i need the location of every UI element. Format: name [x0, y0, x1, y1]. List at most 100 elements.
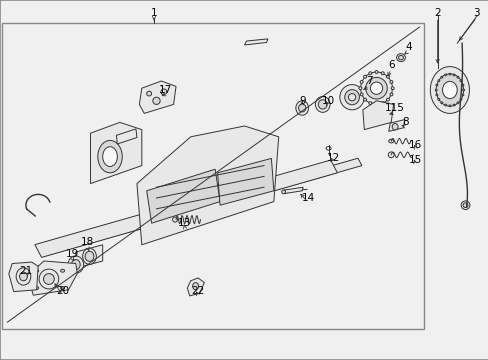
Polygon shape	[137, 126, 278, 245]
Ellipse shape	[39, 269, 59, 289]
Text: 13: 13	[178, 218, 191, 228]
Ellipse shape	[98, 140, 122, 173]
Ellipse shape	[61, 269, 64, 272]
Ellipse shape	[82, 248, 96, 264]
Ellipse shape	[365, 77, 386, 99]
Ellipse shape	[429, 67, 468, 113]
Ellipse shape	[381, 72, 384, 75]
Ellipse shape	[435, 84, 437, 86]
Ellipse shape	[442, 81, 456, 99]
Ellipse shape	[153, 97, 160, 104]
Ellipse shape	[444, 104, 446, 106]
Ellipse shape	[390, 87, 393, 90]
Ellipse shape	[374, 71, 377, 73]
Ellipse shape	[281, 190, 285, 194]
Text: 115: 115	[385, 103, 404, 113]
Ellipse shape	[71, 260, 80, 270]
Ellipse shape	[386, 98, 388, 101]
Polygon shape	[139, 81, 176, 113]
Ellipse shape	[391, 123, 397, 130]
Polygon shape	[362, 101, 393, 130]
Ellipse shape	[452, 74, 454, 76]
Ellipse shape	[434, 89, 436, 91]
Polygon shape	[244, 39, 267, 45]
Ellipse shape	[61, 287, 64, 289]
Ellipse shape	[440, 102, 442, 104]
Ellipse shape	[16, 268, 31, 285]
Ellipse shape	[360, 93, 363, 96]
Ellipse shape	[363, 75, 366, 78]
Ellipse shape	[360, 81, 363, 84]
Text: 7: 7	[365, 76, 372, 86]
Text: 20: 20	[56, 286, 69, 296]
Text: 3: 3	[472, 8, 479, 18]
Ellipse shape	[35, 287, 39, 289]
Polygon shape	[146, 169, 220, 223]
Text: 21: 21	[19, 266, 32, 276]
Ellipse shape	[460, 201, 469, 210]
Ellipse shape	[448, 105, 450, 107]
Ellipse shape	[398, 55, 403, 60]
Text: 1: 1	[150, 8, 157, 18]
Ellipse shape	[435, 74, 463, 106]
Ellipse shape	[325, 147, 330, 150]
Ellipse shape	[102, 147, 117, 166]
Ellipse shape	[85, 251, 94, 261]
Ellipse shape	[459, 80, 461, 82]
Ellipse shape	[368, 102, 371, 105]
Ellipse shape	[358, 87, 361, 90]
Polygon shape	[9, 262, 38, 292]
Ellipse shape	[456, 102, 458, 104]
Polygon shape	[217, 158, 273, 205]
Ellipse shape	[386, 75, 388, 78]
Text: 9: 9	[298, 96, 305, 106]
Text: 22: 22	[191, 286, 204, 296]
Ellipse shape	[20, 272, 27, 281]
Ellipse shape	[456, 76, 458, 78]
Ellipse shape	[172, 217, 177, 222]
Text: 17: 17	[158, 85, 172, 95]
Ellipse shape	[389, 93, 392, 96]
Polygon shape	[388, 120, 404, 131]
Ellipse shape	[387, 152, 393, 158]
Ellipse shape	[437, 98, 439, 100]
Text: 14: 14	[301, 193, 314, 203]
Ellipse shape	[161, 89, 166, 95]
Text: 19: 19	[65, 249, 79, 259]
Polygon shape	[116, 129, 137, 144]
Ellipse shape	[315, 96, 329, 112]
Ellipse shape	[437, 80, 439, 82]
Ellipse shape	[370, 82, 382, 94]
Text: 2: 2	[433, 8, 440, 18]
Ellipse shape	[344, 90, 359, 105]
Ellipse shape	[363, 98, 366, 101]
Polygon shape	[35, 160, 337, 257]
Ellipse shape	[368, 72, 371, 75]
Polygon shape	[187, 278, 204, 296]
Polygon shape	[30, 261, 77, 295]
Ellipse shape	[452, 104, 454, 106]
Ellipse shape	[448, 73, 450, 75]
Ellipse shape	[396, 54, 405, 62]
Text: 4: 4	[404, 42, 411, 52]
Polygon shape	[90, 122, 142, 184]
Ellipse shape	[459, 98, 461, 100]
Ellipse shape	[462, 203, 467, 207]
Ellipse shape	[440, 76, 442, 78]
Text: 6: 6	[387, 60, 394, 70]
Ellipse shape	[388, 139, 393, 143]
Ellipse shape	[389, 81, 392, 84]
Ellipse shape	[381, 102, 384, 105]
Ellipse shape	[146, 91, 151, 96]
Ellipse shape	[461, 94, 463, 96]
Polygon shape	[283, 187, 303, 194]
Ellipse shape	[35, 269, 39, 272]
Polygon shape	[42, 158, 361, 256]
Ellipse shape	[68, 256, 83, 273]
Ellipse shape	[192, 283, 198, 290]
Text: 12: 12	[326, 153, 340, 163]
Bar	[2, 23, 424, 329]
Ellipse shape	[435, 94, 437, 96]
Ellipse shape	[374, 103, 377, 106]
Text: 8: 8	[402, 117, 408, 127]
